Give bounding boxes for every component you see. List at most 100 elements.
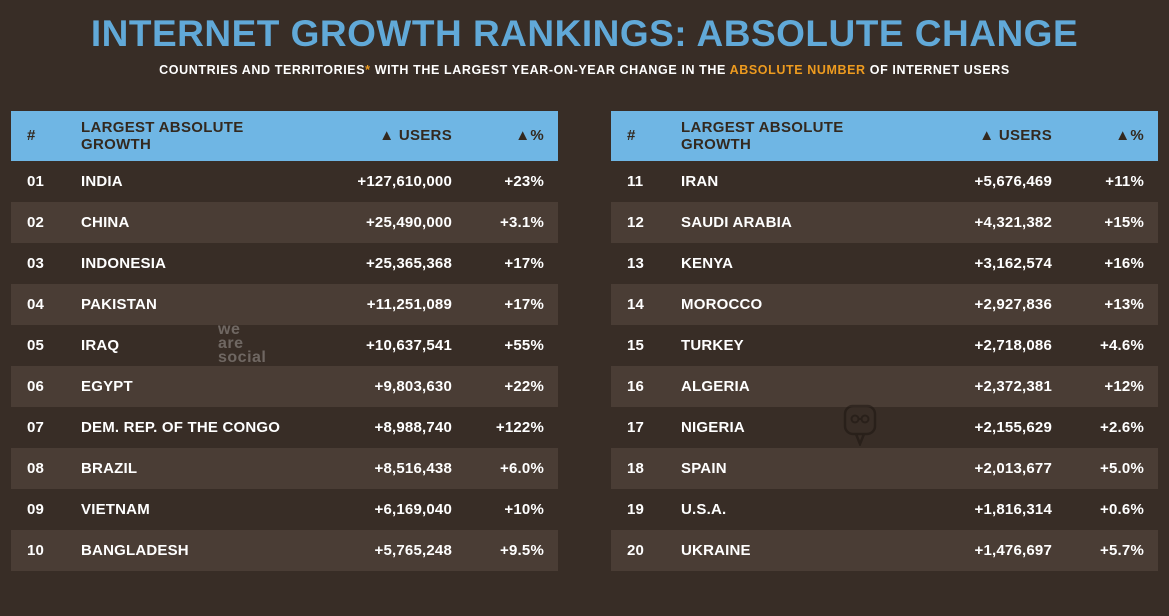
- country-cell: BRAZIL: [81, 459, 138, 477]
- rank-cell: 18: [627, 459, 645, 477]
- column-header-users: ▲ USERS: [306, 110, 466, 161]
- country-cell: IRAQ: [81, 336, 120, 354]
- users-cell: +5,676,469: [974, 172, 1052, 190]
- country-cell: CHINA: [81, 213, 130, 231]
- table-row: 03 INDONESIA +25,365,368 +17%: [11, 243, 558, 284]
- rank-cell: 11: [627, 172, 644, 190]
- users-cell: +9,803,630: [374, 377, 452, 395]
- column-header-pct: ▲%: [1066, 110, 1158, 161]
- rank-cell: 16: [627, 377, 645, 395]
- rank-cell: 20: [627, 541, 645, 559]
- tables-container: # LARGEST ABSOLUTE GROWTH ▲ USERS ▲% 01 …: [0, 110, 1169, 571]
- users-cell: +10,637,541: [365, 336, 452, 354]
- users-cell: +3,162,574: [974, 254, 1052, 272]
- pct-cell: +16%: [1104, 254, 1144, 272]
- table-row: 01 INDIA +127,610,000 +23%: [11, 161, 558, 202]
- pct-cell: +3.1%: [500, 213, 544, 231]
- users-cell: +6,169,040: [374, 500, 452, 518]
- subtitle-highlight: ABSOLUTE NUMBER: [729, 62, 866, 77]
- pct-cell: +2.6%: [1100, 418, 1144, 436]
- pct-cell: +6.0%: [500, 459, 544, 477]
- users-cell: +2,013,677: [974, 459, 1052, 477]
- country-cell: UKRAINE: [681, 541, 751, 559]
- rank-cell: 13: [627, 254, 645, 272]
- country-cell: VIETNAM: [81, 500, 150, 518]
- rank-cell: 08: [27, 459, 45, 477]
- country-cell: DEM. REP. OF THE CONGO: [81, 418, 281, 436]
- rank-cell: 04: [27, 295, 45, 313]
- users-cell: +2,372,381: [974, 377, 1052, 395]
- table-row: 10 BANGLADESH +5,765,248 +9.5%: [11, 529, 558, 571]
- column-header-country: LARGEST ABSOLUTE GROWTH: [67, 110, 306, 161]
- users-cell: +11,251,089: [366, 295, 452, 313]
- table-row: 12 SAUDI ARABIA +4,321,382 +15%: [611, 201, 1158, 243]
- rank-cell: 17: [627, 418, 645, 436]
- country-cell: MOROCCO: [681, 295, 763, 313]
- pct-cell: +22%: [504, 377, 544, 395]
- rank-cell: 15: [627, 336, 645, 354]
- table-header-row: # LARGEST ABSOLUTE GROWTH ▲ USERS ▲%: [611, 110, 1158, 161]
- users-cell: +1,476,697: [974, 541, 1052, 559]
- table-row: 09 VIETNAM +6,169,040 +10%: [11, 489, 558, 530]
- page-header: INTERNET GROWTH RANKINGS: ABSOLUTE CHANG…: [0, 0, 1169, 77]
- rank-cell: 12: [627, 213, 645, 231]
- table-body-right: 11 IRAN +5,676,469 +11% 12 SAUDI ARABIA …: [611, 161, 1158, 571]
- country-cell: IRAN: [681, 172, 719, 190]
- pct-cell: +13%: [1104, 295, 1144, 313]
- table-header-row: # LARGEST ABSOLUTE GROWTH ▲ USERS ▲%: [11, 110, 558, 161]
- country-cell: SPAIN: [681, 459, 727, 477]
- rank-cell: 02: [27, 213, 45, 231]
- country-cell: EGYPT: [81, 377, 133, 395]
- table-row: 19 U.S.A. +1,816,314 +0.6%: [611, 489, 1158, 530]
- table-row: 14 MOROCCO +2,927,836 +13%: [611, 283, 1158, 325]
- pct-cell: +12%: [1104, 377, 1144, 395]
- subtitle-suffix: OF INTERNET USERS: [865, 62, 1010, 77]
- rank-table-right: # LARGEST ABSOLUTE GROWTH ▲ USERS ▲% 11 …: [611, 110, 1158, 571]
- column-header-pct: ▲%: [466, 110, 558, 161]
- country-cell: TURKEY: [681, 336, 744, 354]
- rank-cell: 01: [27, 172, 45, 190]
- country-cell: KENYA: [681, 254, 734, 272]
- pct-cell: +23%: [504, 172, 544, 190]
- table-row: 07 DEM. REP. OF THE CONGO +8,988,740 +12…: [11, 407, 558, 448]
- country-cell: SAUDI ARABIA: [681, 213, 793, 231]
- country-cell: U.S.A.: [681, 500, 727, 518]
- pct-cell: +5.7%: [1100, 541, 1144, 559]
- column-header-rank: #: [611, 110, 667, 161]
- table-row: 18 SPAIN +2,013,677 +5.0%: [611, 447, 1158, 489]
- rank-cell: 05: [27, 336, 45, 354]
- column-header-users: ▲ USERS: [906, 110, 1066, 161]
- users-cell: +8,988,740: [374, 418, 452, 436]
- pct-cell: +55%: [504, 336, 544, 354]
- page-subtitle: COUNTRIES AND TERRITORIES* WITH THE LARG…: [0, 63, 1169, 77]
- users-cell: +4,321,382: [974, 213, 1052, 231]
- table-row: 11 IRAN +5,676,469 +11%: [611, 161, 1158, 202]
- country-cell: INDONESIA: [81, 254, 167, 272]
- page-title: INTERNET GROWTH RANKINGS: ABSOLUTE CHANG…: [90, 13, 1079, 54]
- table-row: 16 ALGERIA +2,372,381 +12%: [611, 365, 1158, 407]
- rank-cell: 14: [627, 295, 645, 313]
- rank-cell: 03: [27, 254, 45, 272]
- users-cell: +1,816,314: [974, 500, 1052, 518]
- users-cell: +25,490,000: [365, 213, 452, 231]
- table-row: 05 IRAQ +10,637,541 +55%: [11, 325, 558, 366]
- rank-cell: 10: [27, 541, 45, 559]
- country-cell: BANGLADESH: [81, 541, 189, 559]
- country-cell: NIGERIA: [681, 418, 745, 436]
- table-row: 02 CHINA +25,490,000 +3.1%: [11, 201, 558, 243]
- pct-cell: +4.6%: [1100, 336, 1144, 354]
- rank-cell: 09: [27, 500, 45, 518]
- users-cell: +5,765,248: [374, 541, 452, 559]
- table-row: 04 PAKISTAN +11,251,089 +17%: [11, 283, 558, 325]
- table-row: 08 BRAZIL +8,516,438 +6.0%: [11, 447, 558, 489]
- users-cell: +2,155,629: [974, 418, 1052, 436]
- table-body-left: 01 INDIA +127,610,000 +23% 02 CHINA +25,…: [11, 161, 558, 571]
- subtitle-asterisk: *: [365, 62, 371, 77]
- rank-cell: 07: [27, 418, 45, 436]
- pct-cell: +11%: [1105, 172, 1144, 190]
- rank-table-left: # LARGEST ABSOLUTE GROWTH ▲ USERS ▲% 01 …: [11, 110, 558, 571]
- rank-cell: 19: [627, 500, 645, 518]
- table-row: 13 KENYA +3,162,574 +16%: [611, 243, 1158, 284]
- table-row: 15 TURKEY +2,718,086 +4.6%: [611, 325, 1158, 366]
